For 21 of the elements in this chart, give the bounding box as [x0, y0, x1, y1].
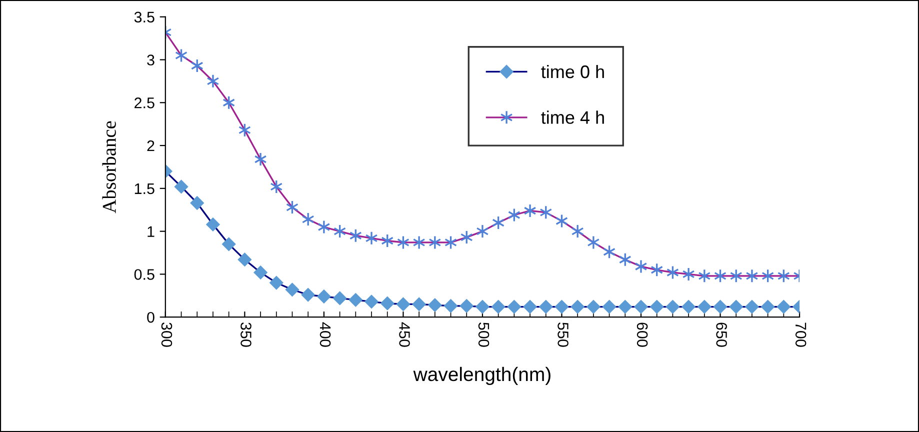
y-tick-label: 2 [147, 140, 154, 152]
x-tick-label: 600 [636, 322, 648, 347]
y-tick-label: 1 [148, 226, 154, 237]
y-tick-label: 1.5 [134, 183, 154, 194]
y-tick-label: 3 [147, 54, 154, 66]
y-tick-label: 2.5 [134, 98, 154, 108]
x-tick-label: 700 [795, 322, 806, 347]
x-axis-title: wavelength(nm) [413, 366, 550, 386]
y-tick-label: 0.5 [134, 269, 154, 280]
y-tick-label: 3.5 [134, 12, 154, 23]
x-tick-label: 550 [558, 322, 568, 347]
y-axis-title: Absorbance [102, 121, 116, 214]
x-tick-label: 350 [240, 322, 252, 347]
x-tick-label: 500 [478, 322, 490, 347]
y-tick-label: 0 [147, 312, 154, 323]
x-tick-label: 450 [399, 322, 410, 347]
x-tick-label: 400 [320, 322, 331, 347]
legend-label: time 0 h [541, 64, 604, 78]
legend-label: time 4 h [541, 110, 604, 124]
x-tick-label: 650 [716, 322, 727, 347]
x-tick-label: 300 [161, 322, 172, 347]
